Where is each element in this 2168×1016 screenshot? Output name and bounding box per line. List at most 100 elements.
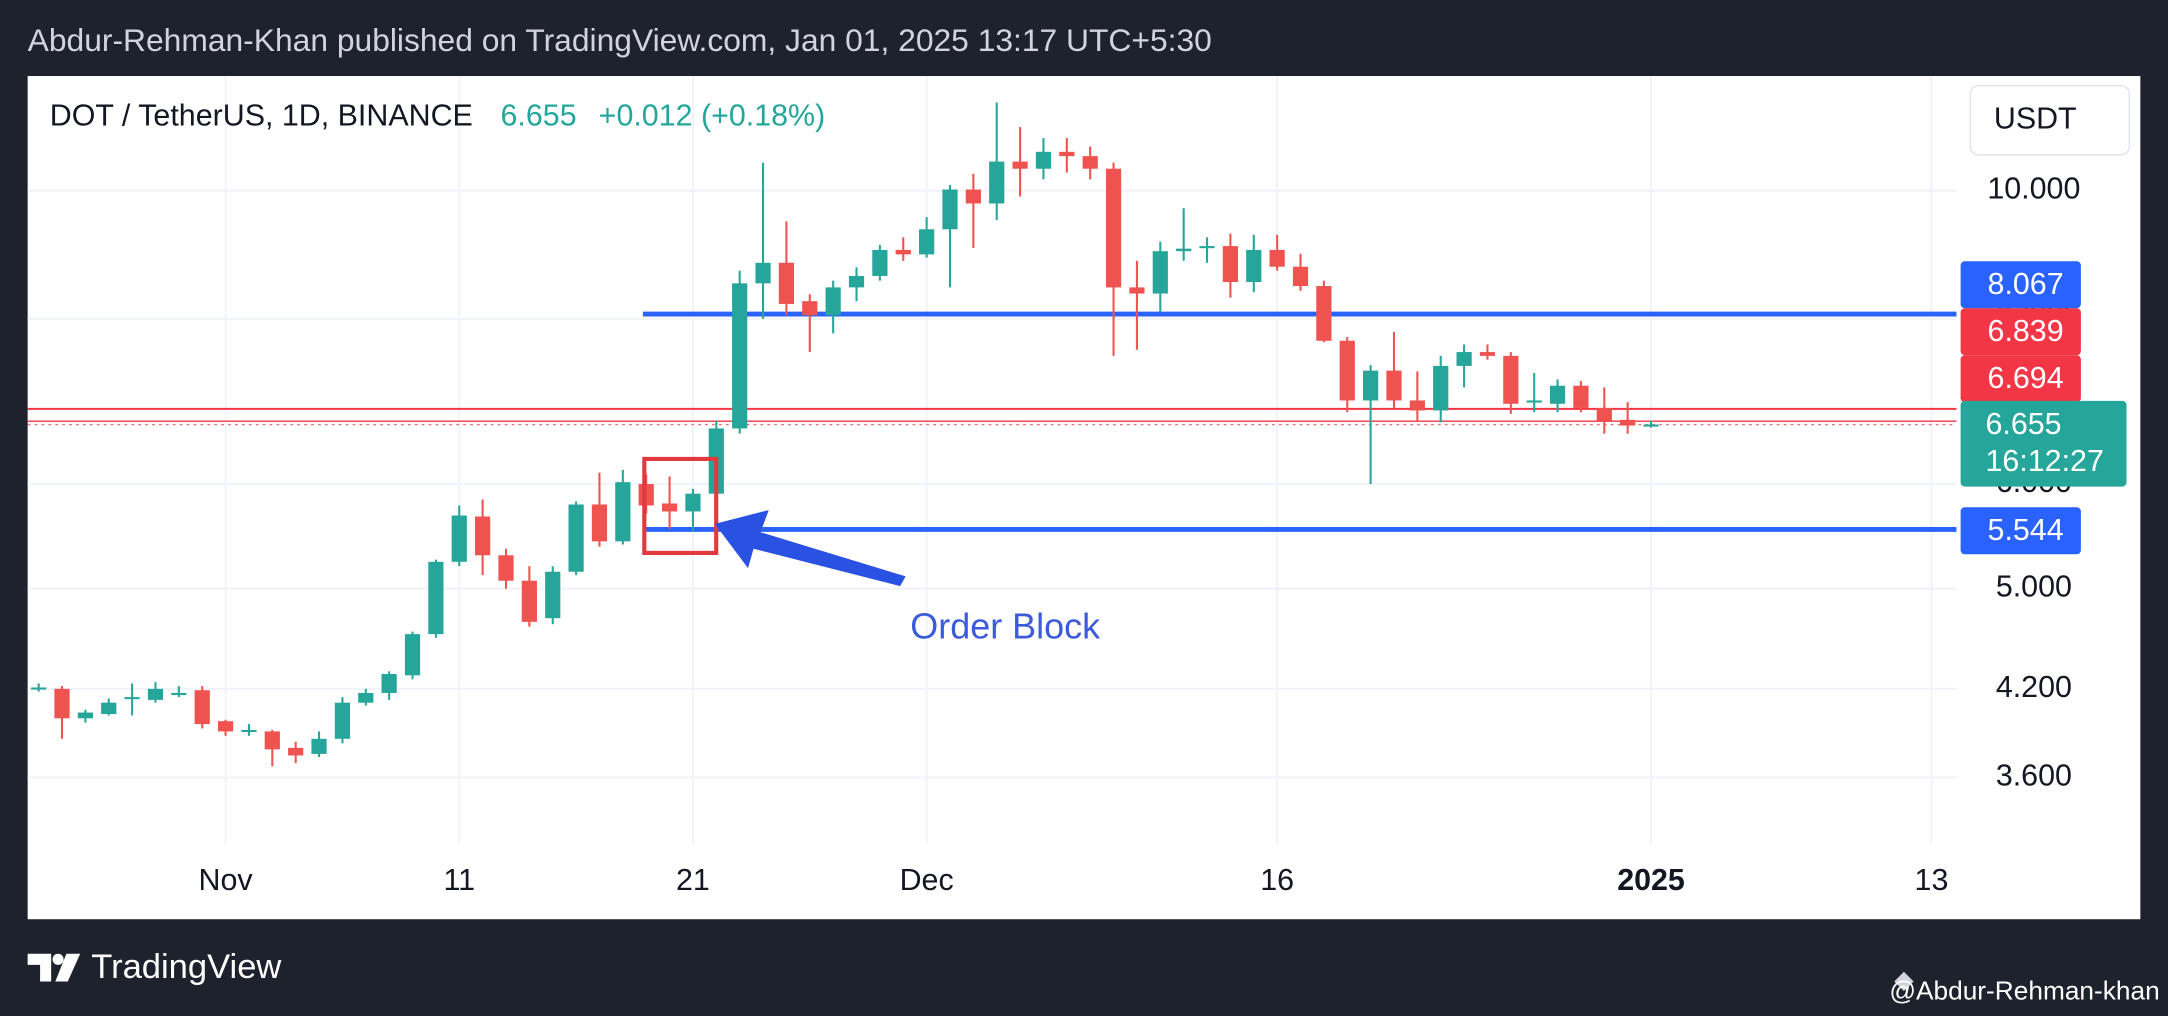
candle-body (1363, 370, 1379, 401)
candle-body (1549, 385, 1566, 404)
candle-body (919, 229, 935, 255)
candle-body (311, 738, 327, 754)
level-label-box (1960, 308, 2081, 356)
footer: TradingView @Abdur-Rehman-khan (27, 948, 2160, 1005)
candle-body (1246, 249, 1262, 282)
candle-body (147, 688, 164, 700)
candle-body (1292, 266, 1309, 287)
candle-body (358, 692, 374, 703)
candle-body (1129, 287, 1145, 294)
candle-body (1222, 246, 1239, 282)
candle-body (1573, 385, 1589, 408)
candle-body (475, 516, 491, 556)
candle-body (965, 189, 981, 204)
level-label-box (1960, 507, 2081, 555)
candle-body (217, 721, 234, 732)
candles (31, 102, 1659, 767)
candle-body (872, 249, 888, 276)
candle-body (101, 702, 117, 714)
candle-body (31, 687, 47, 690)
x-tick-label: 21 (676, 863, 710, 897)
candle-body (778, 262, 795, 304)
change-label: +0.012 (+0.18%) (599, 99, 826, 133)
level-label: 6.694 (1988, 361, 2064, 395)
currency: USDT (1994, 101, 2077, 135)
candle-body (428, 561, 444, 635)
candle-body (1386, 370, 1402, 401)
currency-box[interactable] (1969, 85, 2130, 156)
candle-body (264, 731, 280, 750)
chart-panel (27, 76, 2141, 920)
candle-body (54, 688, 70, 719)
candle-body (755, 262, 771, 284)
y-tick-label: 4.200 (1996, 670, 2072, 704)
candle-body (381, 673, 397, 693)
candle-body (1035, 151, 1052, 169)
y-tick-label: 5.000 (1996, 570, 2072, 604)
candle-body (591, 504, 608, 542)
candle-body (802, 301, 818, 316)
x-tick-label: Nov (199, 863, 254, 897)
candle-body (1105, 168, 1122, 288)
candle-body (171, 692, 187, 696)
axes: 3.6004.2005.0006.0008.00010.000Nov1121De… (199, 172, 2127, 897)
brand-logo (27, 953, 81, 982)
candle-body (77, 712, 93, 719)
candle-body (1643, 424, 1659, 427)
candle-body (825, 287, 841, 316)
brand-name: TradingView (91, 948, 282, 986)
candle-body (1620, 419, 1636, 426)
level-label-box (1960, 261, 2081, 309)
candle-body (1409, 400, 1425, 411)
candle-body (1479, 352, 1496, 356)
candle-body (451, 515, 467, 562)
candle-body (1503, 355, 1519, 404)
author-handle: @Abdur-Rehman-khan (1889, 975, 2159, 1005)
x-tick-label: 2025 (1617, 863, 1685, 897)
candle-body (334, 702, 351, 739)
legend: DOT / TetherUS, 1D, BINANCE 6.655 +0.012… (50, 85, 2130, 156)
chart-title: DOT / TetherUS, 1D, BINANCE (50, 99, 473, 133)
candle-body (1339, 340, 1355, 401)
handle-icon (1894, 971, 1914, 992)
annotation-group: Order Block (642, 456, 1101, 646)
candle-body (241, 729, 257, 733)
candle-body (942, 189, 958, 230)
candle-body (521, 580, 537, 622)
last-price: 6.655 (501, 99, 577, 133)
x-tick-label: 13 (1915, 863, 1949, 897)
candle-body (1456, 352, 1472, 366)
x-tick-label: 16 (1260, 863, 1294, 897)
candle-body (568, 504, 584, 572)
candle-body (1596, 407, 1612, 421)
countdown: 16:12:27 (1985, 444, 2103, 478)
x-tick-label: 11 (443, 863, 475, 897)
level-label-box (1960, 355, 2081, 403)
candle-body (288, 747, 304, 756)
candle-body (1152, 251, 1168, 294)
candle-body (1059, 151, 1075, 157)
x-tick-label: Dec (900, 863, 954, 897)
y-tick-label: 10.000 (1987, 172, 2080, 206)
candle-body (1433, 365, 1449, 411)
level-label: 5.544 (1988, 513, 2064, 547)
candle-body (1176, 248, 1192, 252)
last-price-label: 6.655 (1985, 407, 2061, 441)
candle-body (498, 555, 514, 581)
grid (27, 76, 1957, 844)
last-price-box (1960, 400, 2127, 487)
candle-body (1199, 246, 1215, 249)
candle-body (1316, 286, 1332, 341)
level-label: 8.067 (1988, 267, 2064, 301)
candle-body (194, 690, 210, 725)
candle-body (124, 697, 140, 700)
y-tick-label: 3.600 (1996, 758, 2072, 792)
candle-body (615, 482, 631, 542)
candle-body (1012, 161, 1028, 169)
candle-body (732, 283, 748, 429)
candle-body (404, 634, 421, 676)
candle-body (989, 161, 1005, 204)
candle-body (685, 493, 701, 512)
